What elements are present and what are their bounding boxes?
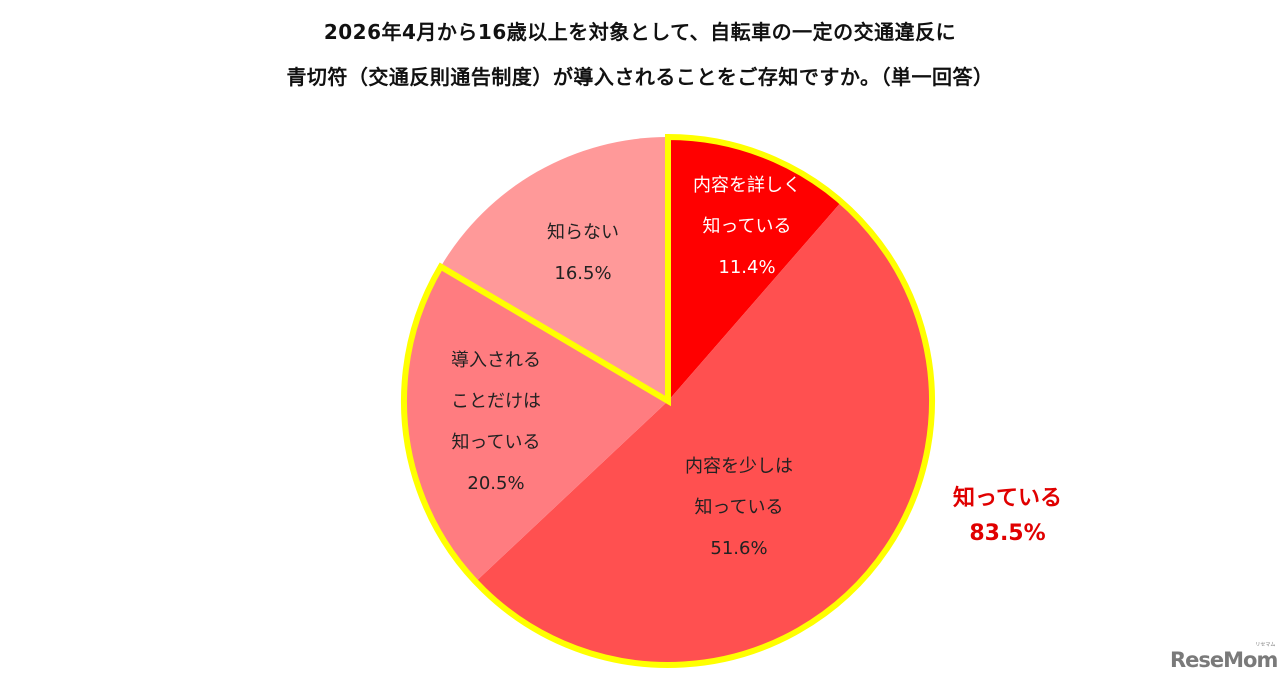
callout-label: 知っている xyxy=(953,486,1062,511)
slice-label-text: 知っている xyxy=(702,216,792,237)
slice-label-text: 内容を少しは xyxy=(685,456,793,477)
slice-label-text: 知っている xyxy=(451,432,541,453)
callout-value: 83.5% xyxy=(969,521,1046,546)
logo-kana: リセマム xyxy=(1255,642,1276,648)
slice-label-detailed: 内容を詳しく 知っている 11.4% xyxy=(668,165,826,288)
slice-label-unknown: 知らない 16.5% xyxy=(523,212,643,294)
slice-label-some: 内容を少しは 知っている 51.6% xyxy=(664,446,814,569)
slice-label-only-aware: 導入される ことだけは 知っている 20.5% xyxy=(436,340,556,504)
slice-value: 20.5% xyxy=(467,473,525,494)
known-group-outline xyxy=(401,133,935,668)
logo-text: ReseMom xyxy=(1170,648,1278,672)
slice-some xyxy=(475,201,932,665)
resemom-logo: ReseMom リセマム xyxy=(1170,642,1278,672)
slice-value: 51.6% xyxy=(710,538,768,559)
known-total-callout: 知っている 83.5% xyxy=(935,481,1080,551)
chart-title-line-2: 青切符（交通反則通告制度）が導入されることをご存知ですか。（単一回答） xyxy=(286,65,994,89)
slice-value: 16.5% xyxy=(554,263,612,284)
slice-label-text: 内容を詳しく xyxy=(693,175,801,196)
slice-unknown xyxy=(440,137,668,401)
slice-only-aware xyxy=(404,266,668,582)
chart-title-line-1: 2026年4月から16歳以上を対象として、自転車の一定の交通違反に xyxy=(323,20,957,44)
slice-value: 11.4% xyxy=(718,257,776,278)
slice-detailed xyxy=(668,137,842,401)
slice-label-text: ことだけは xyxy=(451,391,541,412)
slice-label-text: 知っている xyxy=(694,497,784,518)
slice-label-text: 知らない xyxy=(547,222,619,243)
slice-label-text: 導入される xyxy=(451,350,541,371)
